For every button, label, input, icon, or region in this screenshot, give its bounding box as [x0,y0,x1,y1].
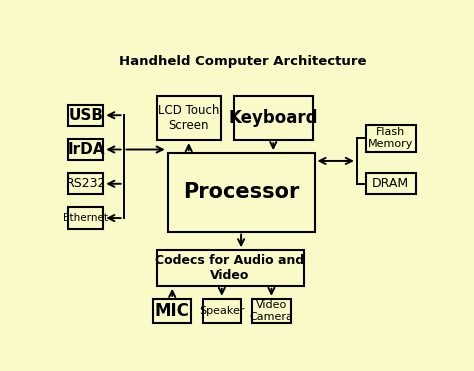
Text: DRAM: DRAM [372,177,410,190]
Bar [156,96,221,140]
Text: Codecs for Audio and
Video: Codecs for Audio and Video [155,254,305,282]
Bar [202,299,241,323]
Bar [153,299,191,323]
Bar [168,153,315,232]
Text: Processor: Processor [183,183,299,202]
Text: Keyboard: Keyboard [228,109,318,127]
Bar [68,139,103,160]
Text: Ethernet: Ethernet [64,213,109,223]
Text: Video
Camera: Video Camera [249,300,293,322]
Bar [252,299,291,323]
Text: LCD Touch
Screen: LCD Touch Screen [158,104,219,132]
Bar [156,250,303,286]
Bar [68,207,103,229]
Bar [366,125,416,152]
Text: RS232: RS232 [66,177,106,190]
Text: IrDA: IrDA [67,142,105,157]
Bar [68,105,103,126]
Text: Handheld Computer Architecture: Handheld Computer Architecture [119,55,367,68]
Bar [68,173,103,194]
Bar [234,96,313,140]
Text: Speaker: Speaker [199,306,245,316]
Bar [366,173,416,194]
Text: Flash
Memory: Flash Memory [368,127,413,149]
Text: USB: USB [68,108,103,123]
Text: MIC: MIC [155,302,190,320]
